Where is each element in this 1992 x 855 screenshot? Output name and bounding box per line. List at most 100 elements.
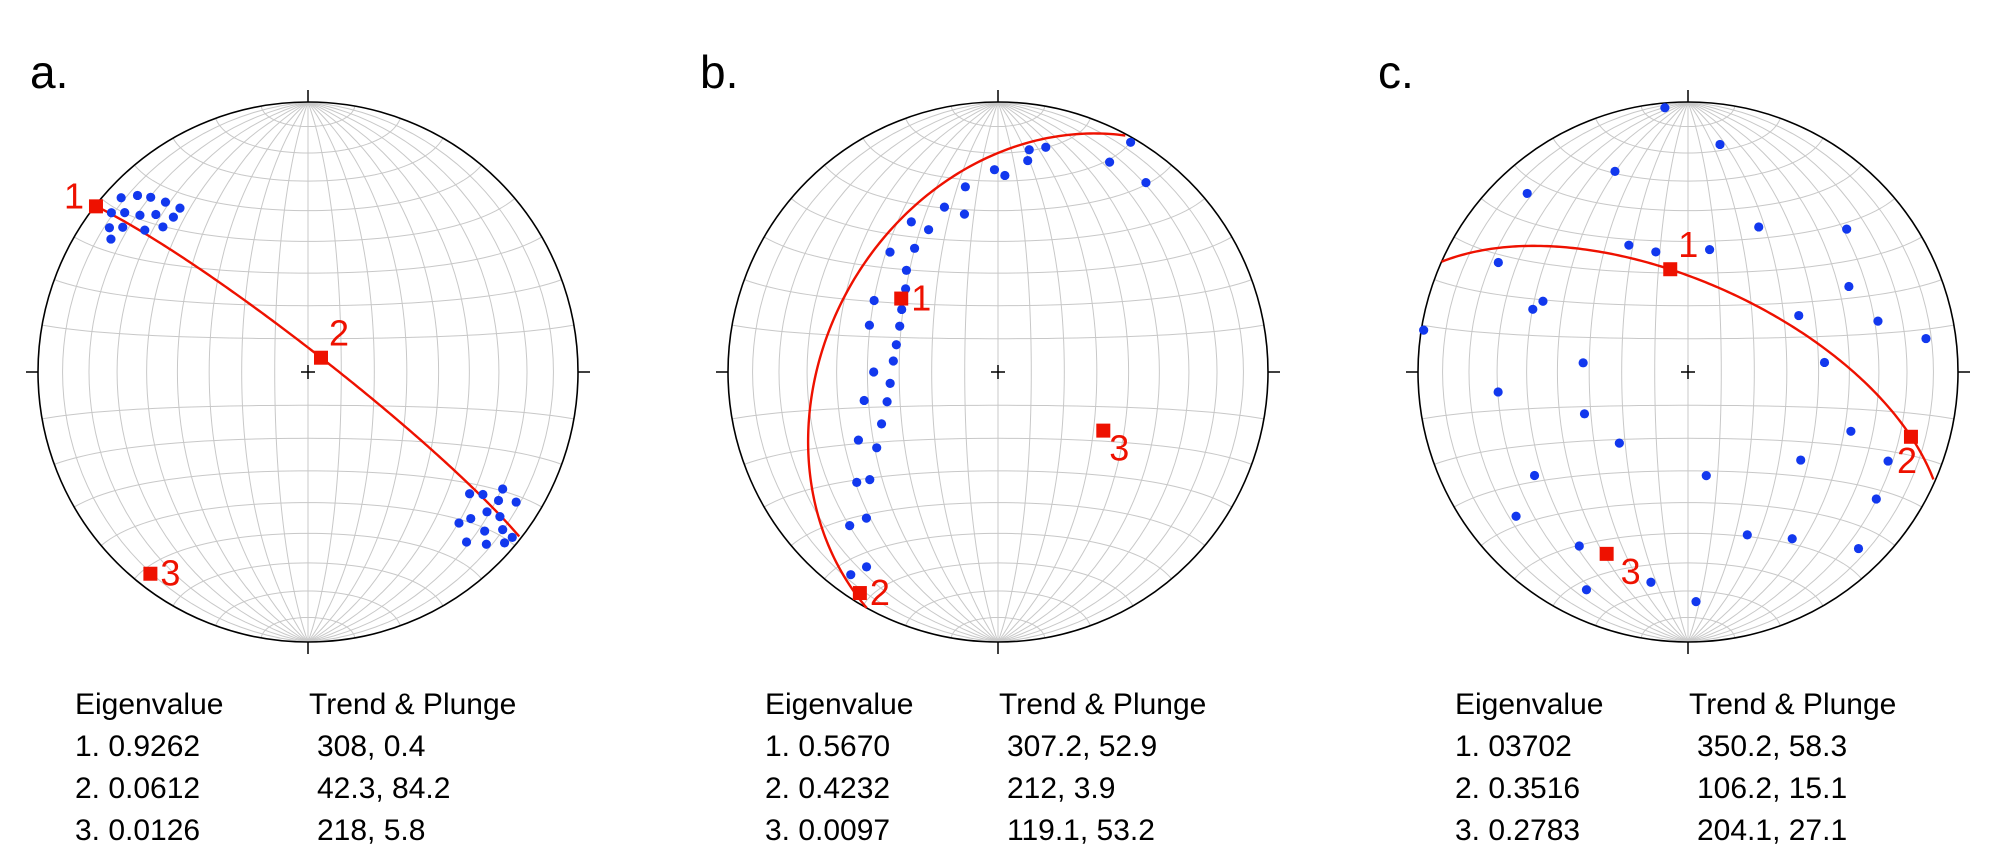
- data-point: [465, 489, 475, 499]
- data-point: [1853, 543, 1864, 554]
- stereonet-b: b. 1 2 3: [700, 46, 1280, 654]
- data-point: [106, 234, 116, 244]
- data-point: [869, 295, 879, 306]
- table-header: Eigenvalue Trend & Plunge: [765, 684, 1206, 726]
- stereonet-c: c. 1 2 3: [1378, 46, 1970, 654]
- table-row: 1. 0.5670 307.2, 52.9: [765, 726, 1206, 768]
- eigenvector-marker: [1599, 546, 1614, 561]
- data-point: [104, 223, 115, 233]
- data-point: [1742, 530, 1752, 540]
- data-point: [901, 284, 911, 294]
- net-grid: [1422, 101, 1954, 643]
- header-trend-plunge: Trend & Plunge: [999, 688, 1207, 721]
- data-point: [1581, 585, 1592, 595]
- data-point: [1846, 426, 1856, 436]
- data-point: [869, 367, 879, 377]
- data-point: [1522, 188, 1532, 199]
- eigenvalue-cell: 1. 0.9262: [75, 730, 201, 763]
- panel-letter: a.: [30, 46, 68, 98]
- data-point: [1819, 357, 1830, 368]
- data-point: [106, 208, 116, 218]
- trend-plunge-cell: 119.1, 53.2: [1007, 814, 1155, 847]
- data-point: [1691, 597, 1701, 607]
- data-point: [1528, 304, 1538, 314]
- data-point: [885, 378, 895, 388]
- trend-plunge-cell: 106.2, 15.1: [1697, 772, 1848, 805]
- data-point: [909, 243, 920, 253]
- data-point: [1610, 166, 1620, 176]
- data-point: [511, 497, 521, 507]
- data-point: [507, 532, 517, 543]
- data-point: [1538, 296, 1548, 306]
- eigenvalue-cell: 1. 03702: [1455, 730, 1572, 763]
- table-row: 2. 0.0612 42.3, 84.2: [75, 768, 516, 810]
- table-header: Eigenvalue Trend & Plunge: [1455, 684, 1896, 726]
- data-point: [1921, 333, 1931, 344]
- data-point: [1660, 103, 1670, 113]
- data-point: [146, 192, 156, 202]
- data-point: [846, 570, 856, 580]
- eigenvector-label: 2: [329, 313, 349, 354]
- eigenvector-marker: [88, 199, 103, 214]
- data-point: [461, 537, 472, 547]
- eigen-table-b: Eigenvalue Trend & Plunge 1. 0.5670 307.2,…: [765, 684, 1206, 852]
- data-point: [1493, 257, 1503, 268]
- data-point: [1529, 470, 1540, 481]
- eigen-table-c: Eigenvalue Trend & Plunge 1. 03702 350.2, …: [1455, 684, 1896, 852]
- data-point: [1715, 139, 1725, 150]
- trend-plunge-cell: 350.2, 58.3: [1697, 730, 1848, 763]
- table-row: 3. 0.2783 204.1, 27.1: [1455, 810, 1896, 852]
- data-point: [1842, 224, 1852, 234]
- data-point: [493, 495, 504, 506]
- data-point: [1126, 137, 1136, 147]
- data-point: [960, 182, 970, 192]
- data-point: [1624, 240, 1634, 250]
- table-row: 3. 0.0097 119.1, 53.2: [765, 810, 1206, 852]
- data-point: [864, 320, 875, 330]
- data-point: [499, 538, 510, 548]
- data-point: [482, 507, 492, 517]
- trend-plunge-cell: 212, 3.9: [1007, 772, 1116, 805]
- eigenvector-label: 2: [870, 572, 890, 613]
- eigenvector-marker: [1903, 429, 1918, 444]
- data-point: [1578, 358, 1588, 368]
- data-point: [498, 484, 508, 494]
- data-point: [1873, 316, 1883, 326]
- best-fit-great-circle: [1441, 244, 1935, 480]
- eigenvector-marker: [1663, 262, 1678, 277]
- table-row: 2. 0.4232 212, 3.9: [765, 768, 1206, 810]
- data-point: [1701, 471, 1711, 481]
- data-point: [906, 217, 916, 227]
- best-fit-great-circle: [806, 132, 1126, 609]
- data-point: [1651, 247, 1661, 257]
- data-point: [1419, 325, 1429, 335]
- table-header: Eigenvalue Trend & Plunge: [75, 684, 516, 726]
- eigen-table-a: Eigenvalue Trend & Plunge 1. 0.9262 308, 0…: [75, 684, 516, 852]
- data-point: [118, 222, 128, 232]
- data-point: [888, 356, 898, 366]
- data-point: [140, 225, 150, 235]
- eigenvector-marker: [314, 350, 328, 365]
- data-point: [891, 340, 901, 350]
- data-point: [1041, 142, 1051, 152]
- header-eigenvalue: Eigenvalue: [1455, 688, 1604, 721]
- eigenvector-marker: [852, 586, 867, 601]
- data-point: [885, 247, 895, 257]
- data-point: [859, 395, 869, 406]
- data-point: [861, 513, 872, 523]
- data-point: [901, 265, 912, 275]
- data-point: [160, 197, 171, 207]
- header-eigenvalue: Eigenvalue: [75, 688, 224, 721]
- data-point: [865, 474, 875, 485]
- data-point: [853, 435, 864, 445]
- header-trend-plunge: Trend & Plunge: [309, 688, 517, 721]
- eigenvector-marker: [894, 291, 909, 306]
- data-point: [1024, 145, 1034, 155]
- best-fit-great-circle: [94, 204, 521, 538]
- data-point: [989, 165, 1000, 175]
- data-point: [1794, 310, 1804, 321]
- data-point: [1104, 157, 1115, 167]
- data-point: [882, 397, 892, 407]
- data-point: [1000, 170, 1010, 181]
